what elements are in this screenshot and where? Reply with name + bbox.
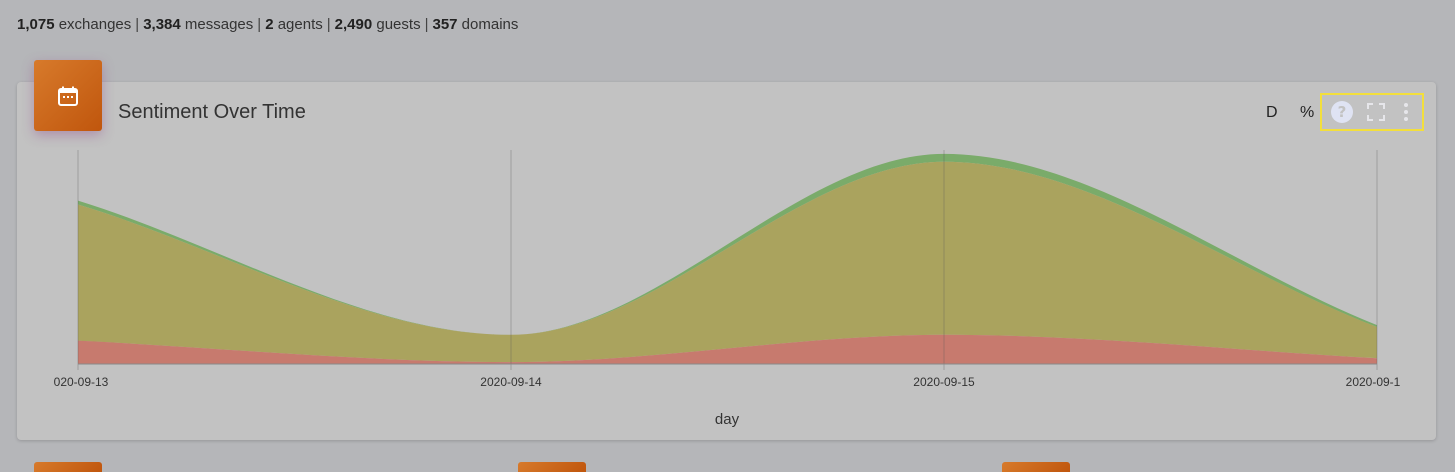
help-icon[interactable]: ? [1330,100,1354,124]
stat-value-guests: 2,490 [334,16,373,33]
area-series-2 [78,153,1377,335]
calendar-icon-badge [34,60,102,131]
day-toggle[interactable]: D [1266,104,1278,121]
stats-separator: | [424,16,429,33]
stat-value-agents: 2 [265,16,274,33]
stats-separator: | [257,16,262,33]
stats-separator: | [326,16,331,33]
svg-text:?: ? [1338,103,1347,121]
next-card-tab-2 [518,462,586,472]
x-axis-label: day [715,411,740,428]
more-vert-icon[interactable] [1400,101,1412,123]
x-tick-label: 2020-09-15 [913,375,975,389]
x-tick-label: 2020-09-14 [480,375,542,389]
area-series-1 [78,161,1377,363]
stat-value-exchanges: 1,075 [17,16,55,33]
calendar-icon [58,86,78,106]
stat-label-agents: agents [273,16,323,33]
fullscreen-icon[interactable] [1366,102,1386,122]
stats-bar: 1,075 exchanges | 3,384 messages | 2 agents |… [17,16,518,33]
chart-toolbar: ? [1320,93,1424,131]
area-series-0 [78,334,1377,364]
next-card-tab-3 [1002,462,1070,472]
stat-label-messages: messages [180,16,254,33]
stat-label-domains: domains [457,16,519,33]
next-card-tab-1 [34,462,102,472]
stat-value-messages: 3,384 [143,16,181,33]
stat-label-guests: guests [372,16,421,33]
stats-separator: | [135,16,140,33]
x-tick-label: 020-09-13 [54,375,109,389]
stat-value-domains: 357 [432,16,458,33]
percent-toggle[interactable]: % [1300,104,1315,121]
stat-label-exchanges: exchanges [54,16,132,33]
card-title: Sentiment Over Time [118,101,306,123]
x-tick-label: 2020-09-1 [1346,375,1401,389]
